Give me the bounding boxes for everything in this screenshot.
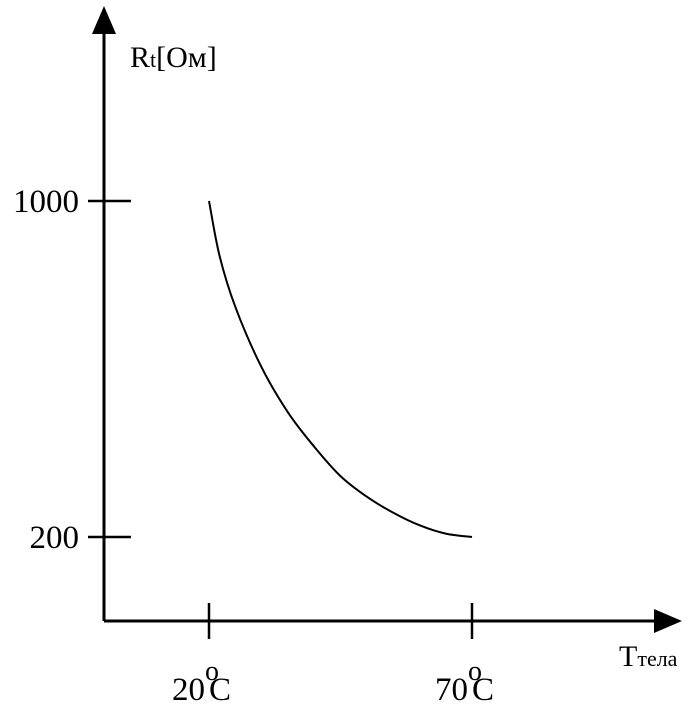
y-axis-label-main: R bbox=[130, 41, 150, 74]
series-group bbox=[208, 200, 473, 538]
x-axis-label-main: T bbox=[619, 640, 637, 673]
x-tick-degree: o bbox=[205, 656, 219, 687]
y-axis-label-sub: t bbox=[150, 47, 156, 72]
x-tick-label: 20o C bbox=[172, 656, 231, 708]
x-axis-label-sub: тела bbox=[637, 646, 677, 671]
x-axis-arrow-icon bbox=[654, 609, 682, 633]
x-tick-unit: C bbox=[209, 672, 231, 708]
x-tick-degree: o bbox=[468, 656, 482, 687]
axes bbox=[92, 6, 682, 633]
y-axis-label: Rt[Ом] bbox=[130, 41, 217, 74]
x-tick-label: 70o C bbox=[435, 656, 494, 708]
series-line bbox=[208, 200, 473, 538]
y-tick-label: 1000 bbox=[13, 184, 79, 220]
x-tick-number: 70 bbox=[435, 672, 468, 708]
y-tick-label: 200 bbox=[30, 520, 80, 556]
y-axis-arrow-icon bbox=[92, 6, 116, 34]
y-axis-label-unit: [Ом] bbox=[156, 41, 217, 74]
x-tick-number: 20 bbox=[172, 672, 205, 708]
x-axis-label: Tтела bbox=[619, 640, 678, 673]
x-tick-unit: C bbox=[472, 672, 494, 708]
